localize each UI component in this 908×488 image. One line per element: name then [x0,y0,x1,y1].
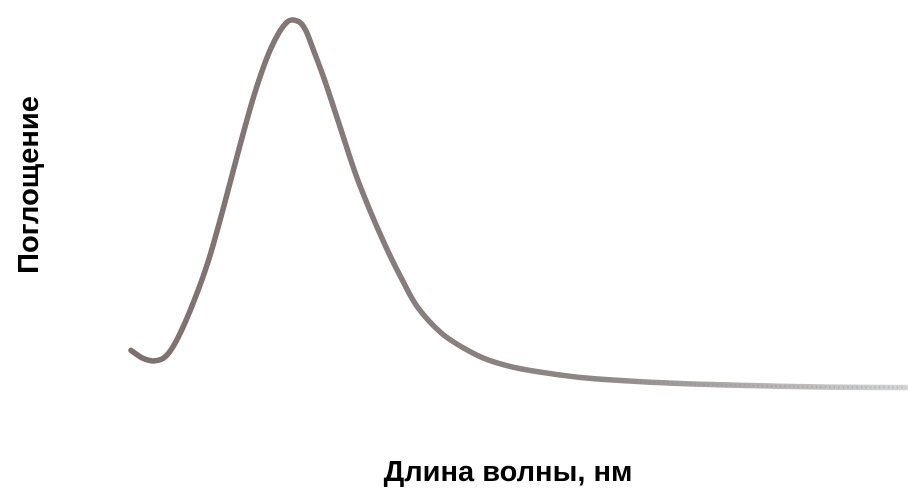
absorption-curve-line [128,17,908,391]
absorption-curve-texture [130,18,907,389]
x-axis-label: Длина волны, нм [384,456,633,488]
plot-area [128,17,908,391]
y-axis-label: Поглощение [13,96,45,274]
